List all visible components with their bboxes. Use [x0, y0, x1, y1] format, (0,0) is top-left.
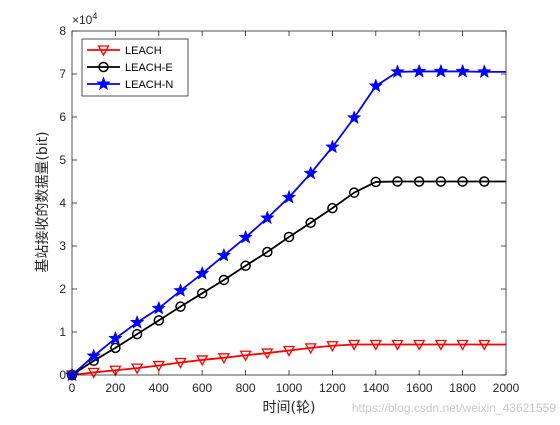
- data-point: [346, 110, 362, 125]
- data-point: [413, 176, 425, 187]
- data-point: [196, 288, 208, 299]
- data-point: [476, 64, 492, 79]
- data-point: [239, 350, 252, 362]
- y-tick-label: 7: [59, 67, 66, 81]
- y-tick-label: 6: [59, 110, 66, 124]
- watermark: https://blog.csdn.net/weixin_43621559: [352, 401, 556, 415]
- data-point: [370, 176, 382, 188]
- data-point: [174, 357, 187, 369]
- data-point: [86, 348, 102, 363]
- y-exponent-power: 4: [92, 11, 97, 21]
- x-axis-label: 时间(轮): [263, 400, 316, 416]
- legend-label: LEACH-E: [125, 62, 173, 74]
- data-point: [369, 339, 382, 351]
- y-tick-label: 3: [59, 239, 66, 253]
- y-tick-label: 4: [59, 196, 66, 210]
- data-point: [175, 301, 186, 312]
- series-line: [71, 180, 506, 376]
- data-point: [110, 342, 121, 354]
- data-point: [153, 315, 165, 326]
- data-point: [455, 63, 470, 78]
- data-point: [434, 339, 448, 351]
- data-point: [218, 274, 230, 286]
- data-point: [305, 217, 316, 229]
- data-point: [326, 341, 339, 353]
- y-tick-label: 5: [59, 153, 66, 167]
- x-tick-label: 1400: [362, 381, 389, 395]
- data-point: [304, 343, 317, 355]
- x-tick-label: 2000: [493, 381, 520, 395]
- data-point: [217, 353, 231, 365]
- legend-marker: [97, 45, 110, 57]
- x-tick-label: 800: [236, 381, 256, 395]
- data-point: [108, 330, 123, 345]
- data-point: [456, 339, 469, 351]
- legend-label: LEACH-N: [125, 79, 173, 91]
- data-point: [327, 202, 338, 214]
- legend-item: LEACH: [87, 45, 162, 57]
- x-tick-label: 400: [149, 381, 169, 395]
- x-tick-label: 0: [69, 381, 76, 395]
- data-point: [281, 189, 297, 204]
- data-point: [325, 139, 340, 154]
- legend-marker: [96, 76, 111, 91]
- data-point: [87, 367, 100, 379]
- y-axis-exponent-label: ×104: [72, 11, 97, 27]
- data-point: [413, 339, 426, 351]
- y-tick-label: 0: [59, 368, 66, 382]
- y-axis-label: 基站接收的数据量(bit): [34, 131, 51, 272]
- series-leach-n: [64, 63, 506, 382]
- data-point: [238, 229, 253, 244]
- data-point: [303, 165, 319, 180]
- x-tick-label: 1800: [449, 381, 476, 395]
- series-line: [71, 343, 506, 376]
- data-point: [151, 300, 167, 315]
- data-point: [129, 314, 145, 329]
- data-point: [262, 246, 273, 258]
- data-point: [368, 78, 384, 93]
- data-point: [216, 247, 232, 262]
- x-tick-label: 1200: [319, 381, 346, 395]
- data-point: [194, 265, 210, 280]
- data-point: [391, 339, 404, 351]
- data-point: [435, 176, 447, 187]
- legend-item: LEACH-E: [87, 61, 173, 74]
- data-point: [411, 63, 427, 78]
- data-point: [196, 355, 209, 367]
- data-point: [282, 345, 296, 357]
- data-point: [348, 187, 360, 198]
- data-point: [173, 282, 188, 297]
- y-tick-label: 1: [59, 325, 66, 339]
- data-point: [479, 176, 490, 187]
- data-point: [390, 64, 405, 79]
- legend-marker: [98, 61, 109, 73]
- data-point: [131, 328, 143, 340]
- data-point: [259, 210, 275, 225]
- data-point: [240, 260, 251, 272]
- x-tick-label: 600: [192, 381, 212, 395]
- data-point: [433, 63, 449, 78]
- y-tick-label: 2: [59, 282, 66, 296]
- data-point: [392, 176, 403, 187]
- data-point: [283, 231, 295, 243]
- x-tick-label: 200: [105, 381, 125, 395]
- x-tick-label: 1000: [276, 381, 303, 395]
- legend-item: LEACH-N: [87, 76, 173, 91]
- y-tick-label: 8: [59, 24, 66, 38]
- data-point: [347, 339, 361, 351]
- data-point: [261, 348, 274, 360]
- legend-label: LEACH: [125, 45, 162, 57]
- data-point: [457, 176, 468, 187]
- data-point: [109, 365, 122, 377]
- data-point: [478, 339, 491, 351]
- data-point: [152, 360, 165, 372]
- data-point: [130, 363, 144, 375]
- x-tick-label: 1600: [406, 381, 433, 395]
- series-leach: [65, 339, 506, 382]
